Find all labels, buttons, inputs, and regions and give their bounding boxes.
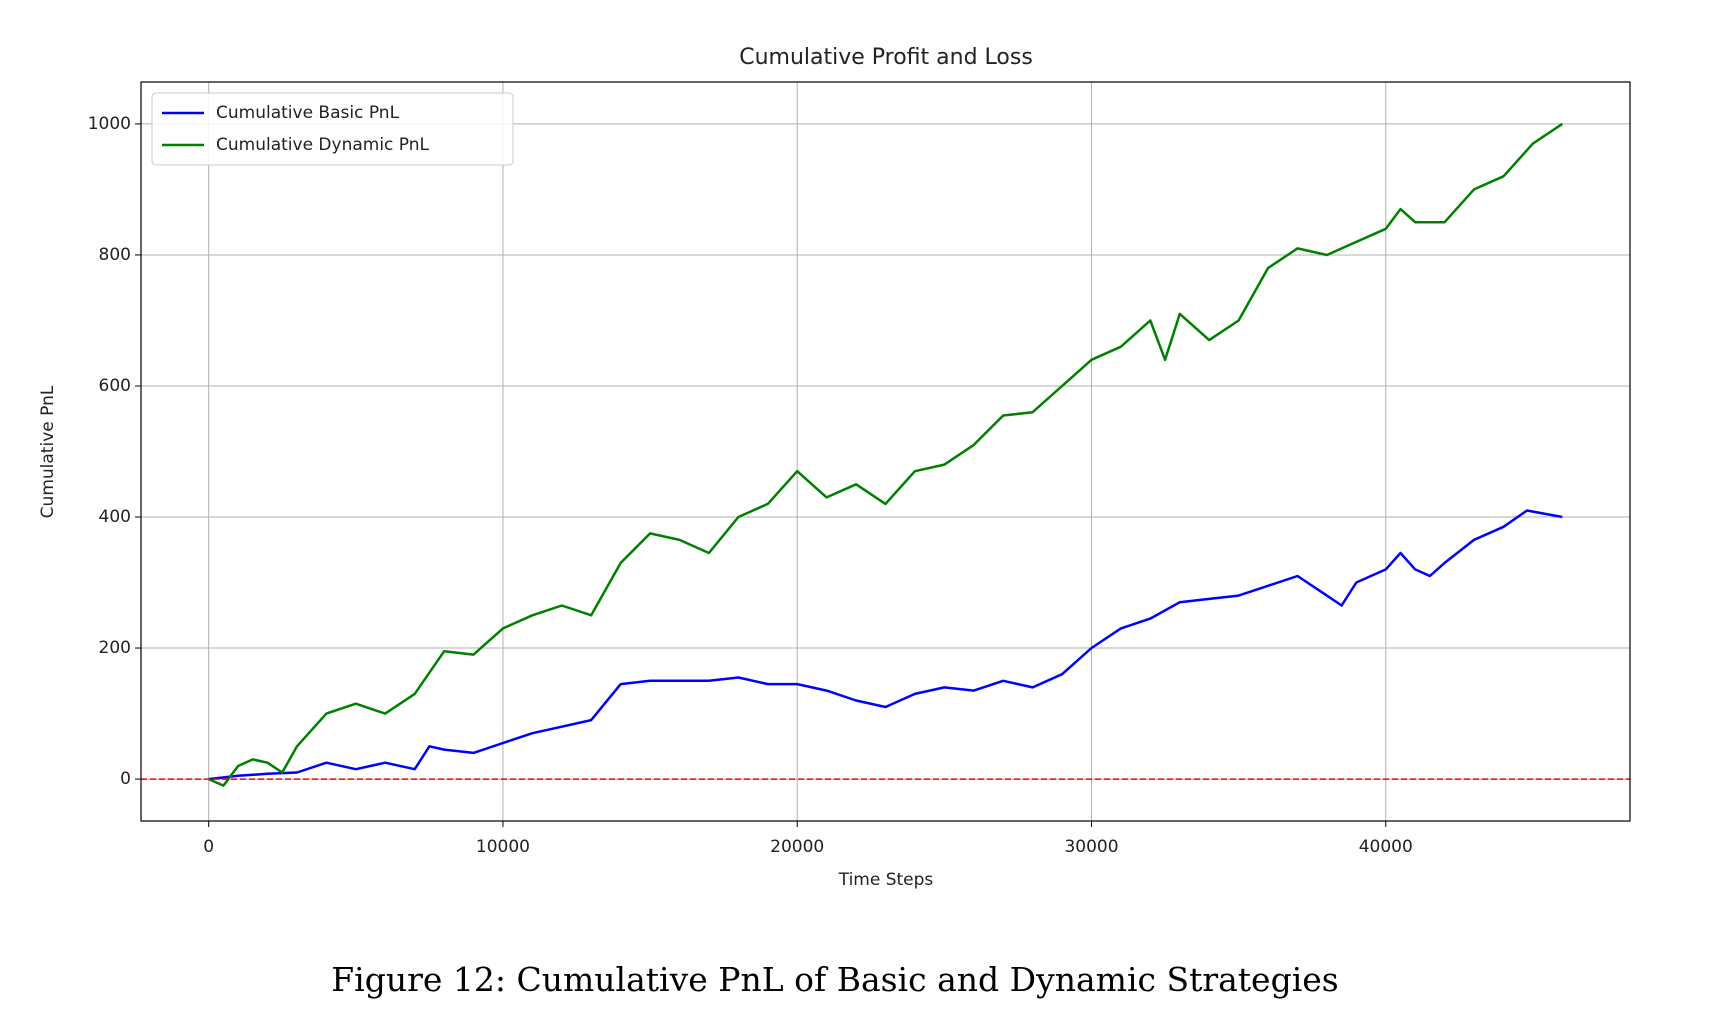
y-tick-label: 0 <box>120 769 131 789</box>
y-tick-label: 1000 <box>88 114 131 134</box>
y-tick-label: 600 <box>99 376 131 396</box>
x-axis-label: Time Steps <box>838 870 934 890</box>
legend-label: Cumulative Basic PnL <box>216 103 400 123</box>
y-tick-label: 800 <box>99 245 131 265</box>
y-tick-label: 200 <box>99 638 131 658</box>
y-axis-label: Cumulative PnL <box>38 385 58 518</box>
chart-title: Cumulative Profit and Loss <box>739 45 1033 70</box>
figure-caption: Figure 12: Cumulative PnL of Basic and D… <box>331 960 1338 999</box>
x-tick-label: 30000 <box>1064 837 1118 857</box>
x-tick-label: 40000 <box>1359 837 1413 857</box>
plot-frame <box>140 81 1631 822</box>
y-tick-label: 400 <box>99 507 131 527</box>
x-tick-label: 20000 <box>770 837 824 857</box>
legend-box <box>151 92 514 166</box>
data-line <box>208 509 1563 781</box>
x-tick-label: 0 <box>203 837 214 857</box>
x-tick-label: 10000 <box>476 837 530 857</box>
legend-label: Cumulative Dynamic PnL <box>216 135 430 155</box>
data-line <box>208 122 1563 787</box>
